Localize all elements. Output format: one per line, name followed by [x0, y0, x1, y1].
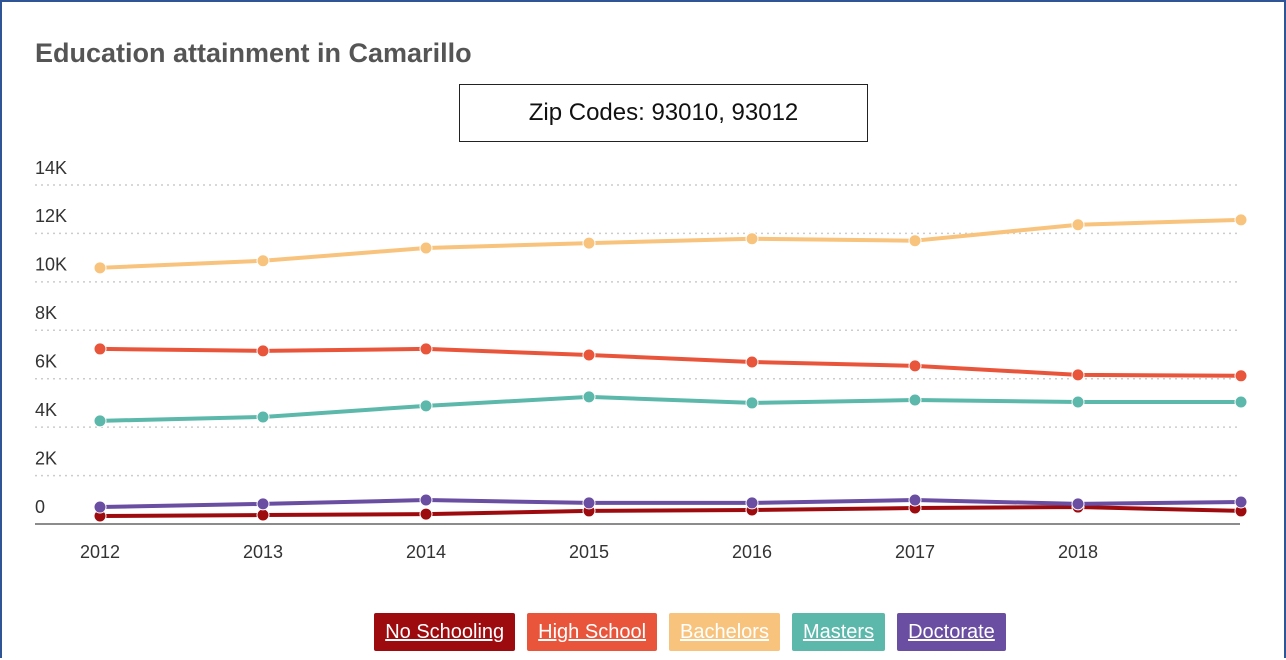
series-line — [99, 505, 1242, 519]
data-point — [908, 359, 922, 373]
data-point — [1234, 213, 1248, 227]
series-line — [99, 217, 1242, 270]
data-point — [1071, 218, 1085, 232]
series-line — [99, 394, 1241, 423]
x-tick-label: 2015 — [569, 542, 609, 562]
data-point — [745, 396, 759, 410]
data-point — [582, 236, 596, 250]
data-point — [93, 342, 107, 356]
data-point — [1234, 495, 1248, 509]
y-tick-label: 12K — [35, 206, 67, 226]
data-point — [1071, 368, 1085, 382]
series-line — [99, 498, 1242, 510]
legend-item[interactable]: No Schooling — [374, 613, 516, 651]
data-point — [582, 390, 596, 404]
data-point — [1071, 395, 1085, 409]
x-tick-label: 2012 — [80, 542, 120, 562]
legend-item[interactable]: Bachelors — [669, 613, 780, 651]
data-point — [419, 507, 433, 521]
chart-title: Education attainment in Camarillo — [35, 38, 472, 68]
y-tick-label: 10K — [35, 255, 67, 275]
data-point — [745, 232, 759, 246]
data-point — [419, 493, 433, 507]
data-point — [582, 496, 596, 510]
chart-subtitle: Zip Codes: 93010, 93012 — [459, 84, 868, 142]
data-point — [745, 355, 759, 369]
data-point — [419, 241, 433, 255]
legend-item[interactable]: Masters — [791, 613, 886, 651]
y-tick-label: 6K — [35, 351, 57, 371]
legend: No Schooling High School Bachelors Masters D… — [0, 613, 1286, 651]
data-point — [93, 414, 107, 428]
y-tick-label: 2K — [35, 448, 57, 468]
data-point — [419, 399, 433, 413]
y-tick-label: 4K — [35, 400, 57, 420]
data-point — [256, 497, 270, 511]
data-point — [256, 344, 270, 358]
data-point — [1071, 497, 1085, 511]
x-tick-label: 2016 — [732, 542, 772, 562]
y-tick-label: 8K — [35, 303, 57, 323]
x-tick-label: 2014 — [406, 542, 446, 562]
data-point — [256, 254, 270, 268]
y-tick-label: 14K — [35, 158, 67, 178]
data-point — [419, 342, 433, 356]
data-point — [908, 493, 922, 507]
data-point — [93, 500, 107, 514]
x-tick-label: 2017 — [895, 542, 935, 562]
data-point — [908, 393, 922, 407]
legend-item[interactable]: High School — [527, 613, 658, 651]
legend-item[interactable]: Doctorate — [897, 613, 1006, 651]
data-point — [745, 496, 759, 510]
data-point — [582, 348, 596, 362]
data-point — [256, 508, 270, 522]
data-point — [1234, 369, 1248, 383]
data-point — [1234, 395, 1248, 409]
x-tick-label: 2013 — [243, 542, 283, 562]
data-point — [908, 234, 922, 248]
y-tick-label: 0 — [35, 497, 45, 517]
data-point — [256, 410, 270, 424]
x-tick-label: 2018 — [1058, 542, 1098, 562]
series-line — [99, 346, 1242, 378]
data-point — [93, 261, 107, 275]
